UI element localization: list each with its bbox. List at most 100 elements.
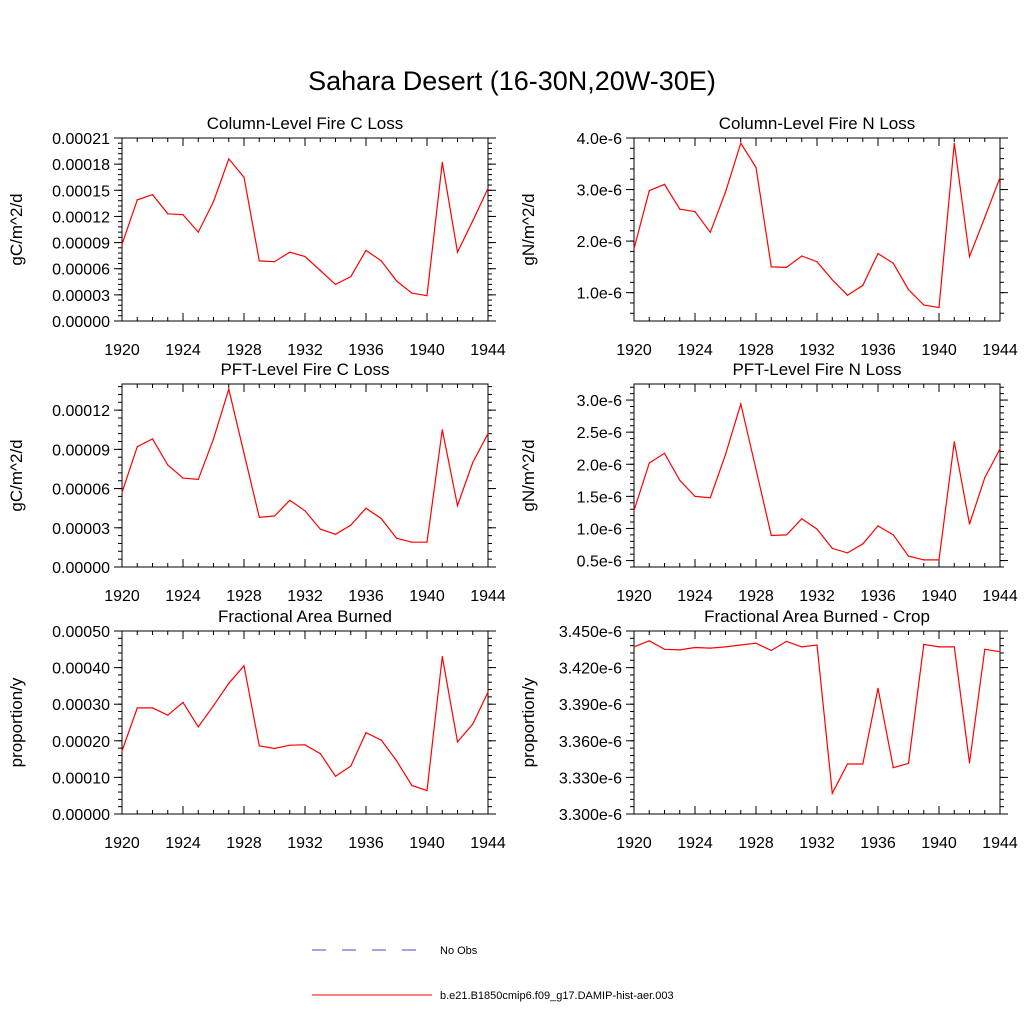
data-point — [273, 515, 276, 517]
data-point — [243, 176, 245, 178]
y-tick-label: 0.00006 — [52, 482, 110, 499]
x-tick-label: 1944 — [982, 588, 1018, 605]
data-point — [182, 214, 184, 216]
data-point — [365, 507, 367, 509]
data-point — [395, 280, 398, 282]
data-point — [877, 525, 879, 527]
data-point — [679, 649, 681, 651]
y-tick-label: 0.00050 — [52, 624, 110, 641]
data-point — [892, 262, 894, 264]
y-tick-label: 0.00030 — [52, 697, 110, 714]
data-point — [923, 559, 925, 561]
data-point — [984, 216, 986, 218]
data-point — [334, 533, 337, 535]
data-point — [923, 304, 925, 306]
data-point — [709, 231, 711, 233]
y-axis-label: gN/m^2/d — [519, 439, 538, 511]
x-tick-label: 1920 — [616, 588, 652, 605]
y-tick-label: 4.0e-6 — [577, 131, 622, 148]
data-point — [487, 433, 489, 435]
x-tick-label: 1944 — [982, 835, 1018, 852]
figure-title: Sahara Desert (16-30N,20W-30E) — [308, 66, 716, 96]
data-point — [426, 790, 428, 792]
x-tick-label: 1932 — [287, 835, 323, 852]
data-point — [395, 537, 398, 539]
data-point — [228, 158, 230, 160]
data-point — [999, 448, 1001, 450]
data-point — [663, 648, 666, 650]
y-tick-label: 2.0e-6 — [577, 234, 622, 251]
x-tick-label: 1936 — [860, 588, 896, 605]
y-axis-label: gC/m^2/d — [7, 439, 26, 511]
data-point — [938, 559, 940, 561]
data-point — [633, 509, 635, 512]
data-point — [801, 518, 803, 520]
y-tick-label: 0.00006 — [52, 262, 110, 279]
data-point — [831, 792, 833, 794]
data-point — [456, 741, 459, 743]
data-point — [121, 750, 123, 752]
data-point — [785, 534, 788, 536]
data-point — [831, 547, 833, 550]
data-point — [816, 644, 818, 646]
panel-title: PFT-Level Fire N Loss — [732, 360, 901, 379]
data-point — [892, 534, 894, 536]
data-point — [472, 461, 474, 463]
data-point — [456, 251, 459, 253]
data-point — [273, 261, 276, 263]
data-point — [243, 452, 245, 454]
data-point — [877, 687, 879, 689]
data-point — [862, 763, 864, 765]
data-point — [441, 656, 443, 658]
data-point — [846, 552, 849, 554]
y-tick-label: 1.0e-6 — [577, 521, 622, 538]
data-point — [197, 231, 199, 233]
y-tick-label: 3.330e-6 — [559, 770, 622, 787]
data-point — [724, 646, 727, 648]
data-point — [441, 161, 443, 163]
x-tick-label: 1928 — [738, 835, 774, 852]
y-tick-label: 0.00020 — [52, 734, 110, 751]
data-point — [663, 183, 666, 185]
chart-panel-3: PFT-Level Fire C Loss gC/m^2/d 1920 1924 192… — [7, 360, 506, 605]
data-point — [334, 283, 337, 285]
data-point — [472, 220, 474, 222]
y-tick-label: 0.00018 — [52, 157, 110, 174]
data-point — [801, 255, 803, 257]
x-tick-label: 1928 — [738, 342, 774, 359]
y-tick-label: 0.00010 — [52, 770, 110, 787]
x-tick-label: 1936 — [348, 588, 384, 605]
x-tick-label: 1920 — [616, 342, 652, 359]
data-point — [472, 723, 474, 725]
data-point — [151, 707, 154, 709]
data-point — [182, 701, 184, 704]
x-tick-label: 1940 — [409, 835, 445, 852]
data-point — [679, 479, 681, 481]
data-point — [633, 248, 635, 250]
x-tick-label: 1944 — [470, 588, 506, 605]
x-tick-label: 1944 — [470, 835, 506, 852]
x-tick-label: 1924 — [677, 588, 713, 605]
y-tick-label: 2.0e-6 — [577, 457, 622, 474]
x-tick-label: 1928 — [226, 342, 262, 359]
data-point — [770, 534, 772, 537]
y-axis-label: proportion/y — [7, 677, 26, 767]
data-point — [953, 646, 955, 648]
x-tick-label: 1924 — [165, 588, 201, 605]
x-tick-label: 1920 — [616, 835, 652, 852]
data-point — [289, 499, 291, 501]
y-tick-label: 0.00012 — [52, 403, 110, 420]
panel-title: Fractional Area Burned - Crop — [704, 607, 930, 626]
x-tick-label: 1936 — [348, 835, 384, 852]
data-point — [167, 464, 169, 466]
data-point — [350, 276, 352, 278]
y-tick-label: 3.450e-6 — [559, 624, 622, 641]
data-point — [487, 187, 489, 190]
data-point — [755, 468, 757, 470]
data-point — [953, 441, 955, 443]
data-point — [121, 243, 123, 245]
data-point — [907, 762, 910, 765]
data-point — [334, 775, 337, 777]
y-tick-label: 0.00003 — [52, 288, 110, 305]
